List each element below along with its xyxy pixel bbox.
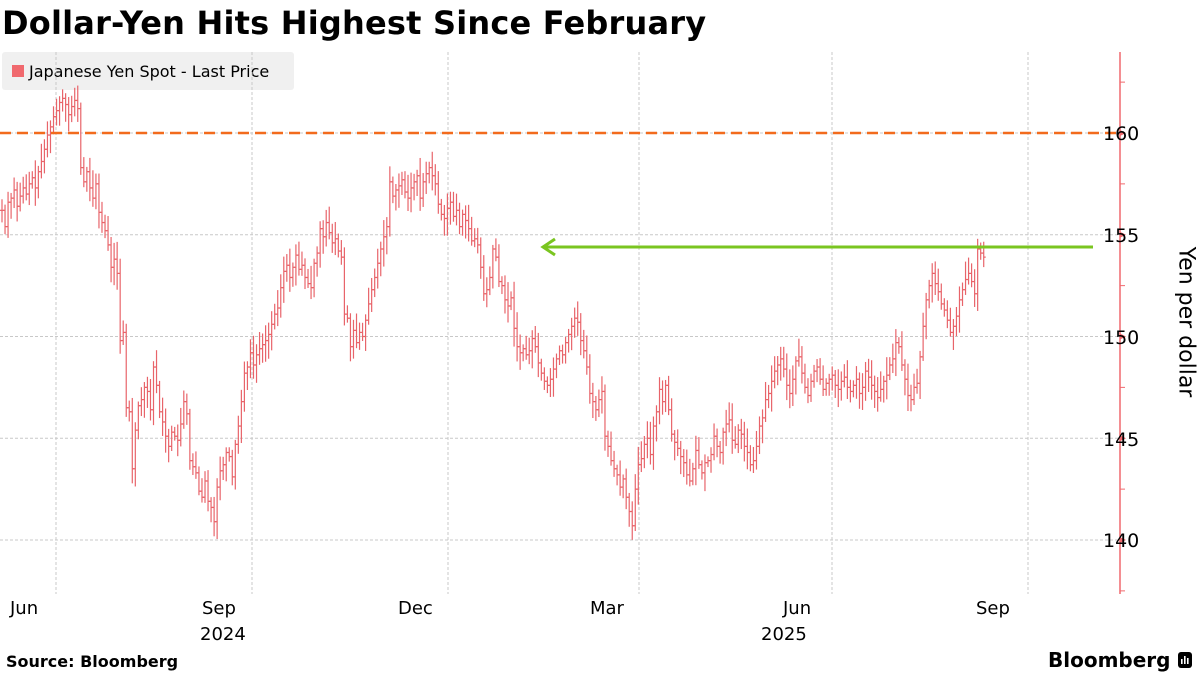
x-year-2024: 2024 (200, 624, 246, 645)
legend-label: Japanese Yen Spot - Last Price (29, 61, 270, 81)
bloomberg-logo: Bloomberg (1048, 648, 1193, 672)
bloomberg-chart-icon (1178, 652, 1193, 668)
price-bars (0, 85, 986, 540)
y-tick-160: 160 (1103, 123, 1140, 145)
x-tick-sep-2025: Sep (976, 598, 1010, 619)
gridlines (0, 52, 1120, 594)
legend: Japanese Yen Spot - Last Price (2, 52, 294, 90)
x-tick-jun-2025: Jun (783, 598, 812, 619)
x-year-2025: 2025 (761, 624, 807, 645)
y-tick-145: 145 (1103, 429, 1140, 451)
y-tick-150: 150 (1103, 327, 1140, 349)
annotations (0, 131, 1120, 257)
y-tick-140: 140 (1103, 530, 1140, 552)
brand-name: Bloomberg (1048, 648, 1171, 672)
y-axis-title: Yen per dollar (1173, 246, 1199, 398)
y-tick-155: 155 (1103, 225, 1140, 247)
source-note: Source: Bloomberg (6, 652, 179, 671)
x-tick-mar-2025: Mar (590, 598, 624, 619)
legend-swatch (12, 65, 24, 77)
chart-title: Dollar-Yen Hits Highest Since February (2, 4, 707, 42)
x-tick-dec-2024: Dec (398, 598, 433, 619)
x-tick-jun-2024: Jun (10, 598, 39, 619)
x-tick-sep-2024: Sep (202, 598, 236, 619)
